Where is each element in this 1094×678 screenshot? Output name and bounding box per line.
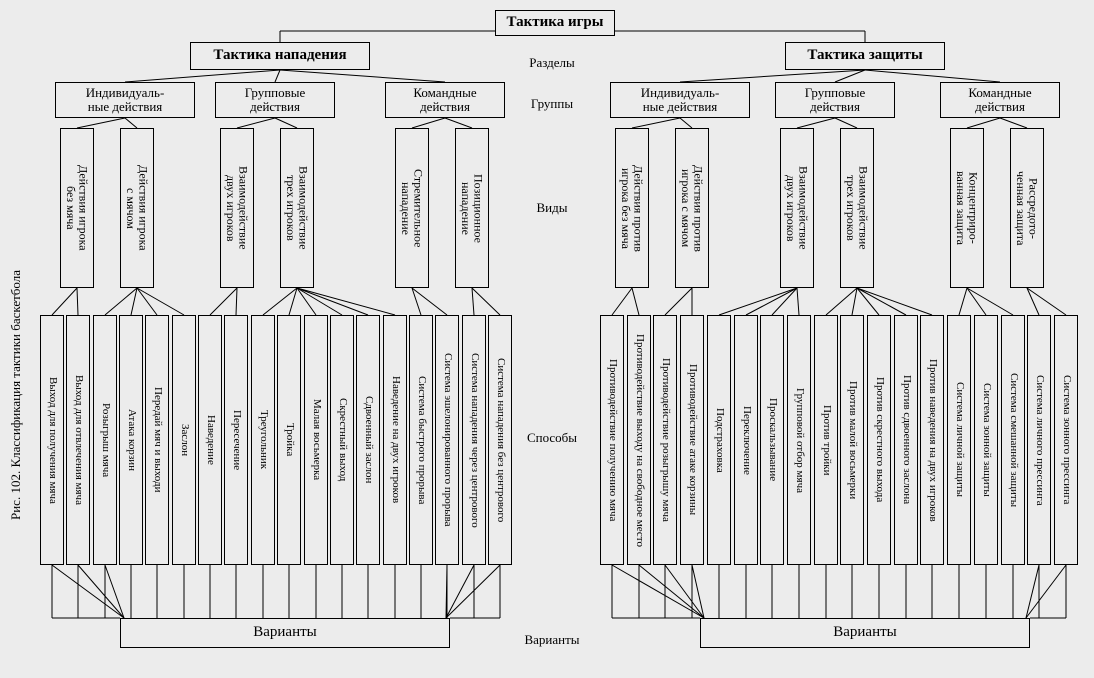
- group-d_ind: Индивидуаль-ные действия: [610, 82, 750, 118]
- method-box: Малая восьмерка: [304, 315, 328, 565]
- type-t2: Действия игрокас мячом: [120, 128, 154, 288]
- method-box: Подстраховка: [707, 315, 731, 565]
- type-t1: Действия игрокабез мяча: [60, 128, 94, 288]
- row-label-sections: Разделы: [522, 55, 582, 71]
- figure-caption: Рис. 102. Классификация тактики баскетбо…: [8, 140, 24, 520]
- type-t7: Действия противигрока без мяча: [615, 128, 649, 288]
- method-box: Наведение: [198, 315, 222, 565]
- type-t8: Действия противигрока с мячом: [675, 128, 709, 288]
- row-label-methods: Способы: [520, 430, 584, 446]
- method-box: Противодействие получению мяча: [600, 315, 624, 565]
- variants-left: Варианты: [120, 618, 450, 648]
- method-box: Розыгрыш мяча: [93, 315, 117, 565]
- method-box: Проскальзывание: [760, 315, 784, 565]
- row-label-variants: Варианты: [520, 632, 584, 648]
- group-a_ind: Индивидуаль-ные действия: [55, 82, 195, 118]
- row-label-types: Виды: [528, 200, 576, 216]
- section-defense: Тактика защиты: [785, 42, 945, 70]
- method-box: Треугольник: [251, 315, 275, 565]
- method-box: Противодействие атаке корзины: [680, 315, 704, 565]
- method-box: Система зонной защиты: [974, 315, 998, 565]
- method-box: Выход для получения мяча: [40, 315, 64, 565]
- method-box: Пересечение: [224, 315, 248, 565]
- type-t12: Рассредото-ченная защита: [1010, 128, 1044, 288]
- method-box: Против малой восьмерки: [840, 315, 864, 565]
- method-box: Атака корзин: [119, 315, 143, 565]
- type-t4: Взаимодействиетрех игроков: [280, 128, 314, 288]
- method-box: Система эшелонированного прорыва: [435, 315, 459, 565]
- method-box: Тройка: [277, 315, 301, 565]
- method-box: Против тройки: [814, 315, 838, 565]
- method-box: Система личного прессинга: [1027, 315, 1051, 565]
- method-box: Сдвоенный заслон: [356, 315, 380, 565]
- method-box: Система нападения через центрового: [462, 315, 486, 565]
- group-a_grp: Групповыедействия: [215, 82, 335, 118]
- root-node: Тактика игры: [495, 10, 615, 36]
- method-box: Система зонного прессинга: [1054, 315, 1078, 565]
- type-t11: Концентриро-ванная защита: [950, 128, 984, 288]
- type-t6: Позиционноенападение: [455, 128, 489, 288]
- type-t3: Взаимодействиедвух игроков: [220, 128, 254, 288]
- method-box: Против скрестного выхода: [867, 315, 891, 565]
- row-label-groups: Группы: [522, 96, 582, 112]
- type-t10: Взаимодействиетрех игроков: [840, 128, 874, 288]
- method-box: Против наведения на двух игроков: [920, 315, 944, 565]
- method-box: Заслон: [172, 315, 196, 565]
- method-box: Система личной защиты: [947, 315, 971, 565]
- method-box: Против сдвоенного заслона: [894, 315, 918, 565]
- method-box: Система смешанной защиты: [1001, 315, 1025, 565]
- method-box: Система нападения без центрового: [488, 315, 512, 565]
- method-box: Переключение: [734, 315, 758, 565]
- method-box: Выход для отвлечения мяча: [66, 315, 90, 565]
- method-box: Наведение на двух игроков: [383, 315, 407, 565]
- method-box: Противодействие розыгрышу мяча: [653, 315, 677, 565]
- method-box: Система быстрого прорыва: [409, 315, 433, 565]
- group-a_team: Командныедействия: [385, 82, 505, 118]
- method-box: Групповой отбор мяча: [787, 315, 811, 565]
- method-box: Передай мяч и выходи: [145, 315, 169, 565]
- variants-right: Варианты: [700, 618, 1030, 648]
- group-d_grp: Групповыедействия: [775, 82, 895, 118]
- section-attack: Тактика нападения: [190, 42, 370, 70]
- method-box: Противодействие выходу на свободное мест…: [627, 315, 651, 565]
- method-box: Скрестный выход: [330, 315, 354, 565]
- type-t5: Стремительноенападение: [395, 128, 429, 288]
- group-d_team: Командныедействия: [940, 82, 1060, 118]
- type-t9: Взаимодействиедвух игроков: [780, 128, 814, 288]
